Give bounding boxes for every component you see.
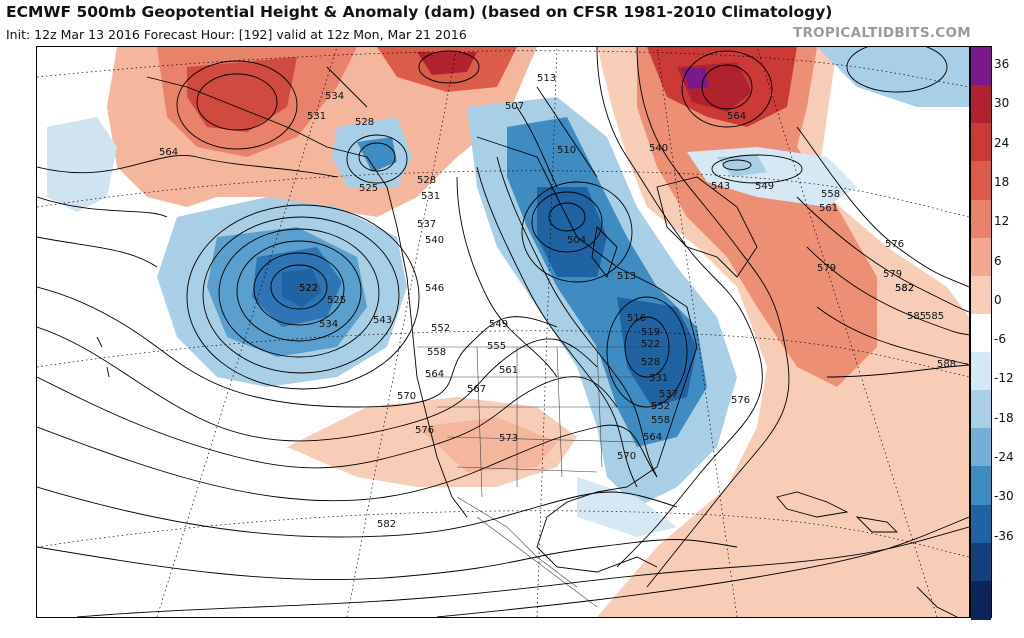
contour-label: 549 (755, 181, 774, 192)
contour-label: 576 (415, 425, 434, 436)
contour-label: 507 (505, 101, 524, 112)
height-contours (176, 47, 948, 408)
colorbar-tick-label: 36 (994, 57, 1010, 71)
contour-label: 555 (487, 341, 506, 352)
colorbar-segment (971, 580, 991, 620)
colorbar-segment (971, 275, 991, 315)
colorbar-tick-label: 18 (994, 174, 1010, 189)
forecast-info: Init: 12z Mar 13 2016 Forecast Hour: [19… (6, 27, 467, 42)
contour-label: 567 (467, 384, 486, 395)
contour-label: 576 (885, 239, 904, 250)
contour-label: 585 (925, 311, 944, 322)
contour-label: 540 (425, 235, 444, 246)
contour-label: 564 (727, 111, 746, 122)
contour-label: 516 (627, 313, 646, 324)
colorbar-segment (971, 199, 991, 239)
colorbar-segment (971, 542, 991, 582)
contour-label: 543 (373, 315, 392, 326)
brand-watermark: TROPICALTIDBITS.COM (792, 25, 971, 41)
contour-label: 537 (659, 389, 678, 400)
contour-label: 552 (431, 323, 450, 334)
contour-label: 561 (499, 365, 518, 376)
contour-label: 564 (425, 369, 444, 380)
contour-label: 525 (327, 295, 346, 306)
contour-label: 513 (537, 73, 556, 84)
colorbar-tick-label: 24 (994, 135, 1010, 150)
colorbar-ticks: 36 30 24 18 12 6 0 -6 -12 -18 -24 -30 -36 (994, 46, 1024, 618)
colorbar-tick-label: -12 (994, 371, 1014, 386)
contour-label: 522 (641, 339, 660, 350)
contour-label: 510 (557, 145, 576, 156)
contour-label: 528 (355, 117, 374, 128)
map-title: ECMWF 500mb Geopotential Height & Anomal… (6, 3, 833, 21)
contour-label: 528 (417, 175, 436, 186)
colorbar-segment (971, 237, 991, 277)
contour-label: 558 (427, 347, 446, 358)
contour-label: 534 (325, 91, 344, 102)
contour-label: 588 (937, 359, 956, 370)
contour-label: 522 (299, 283, 318, 294)
contour-label: 531 (649, 373, 668, 384)
contour-label: 585 (907, 311, 926, 322)
contour-label: 528 (641, 357, 660, 368)
contour-label: 576 (731, 395, 750, 406)
colorbar-tick-label: 0 (994, 292, 1002, 307)
contour-label: 564 (643, 432, 662, 443)
coastlines (96, 66, 958, 617)
map-header: ECMWF 500mb Geopotential Height & Anomal… (0, 0, 1024, 46)
political-borders (417, 346, 677, 608)
colorbar-tick-label: 12 (994, 214, 1010, 229)
colorbar-tick-label: -18 (994, 410, 1014, 425)
colorbar-segment (971, 428, 991, 468)
contour-label: 552 (651, 401, 670, 412)
contour-label: 579 (817, 263, 836, 274)
contour-label: 570 (617, 451, 636, 462)
contour-label: 573 (499, 433, 518, 444)
colorbar-tick-label: -24 (994, 450, 1014, 464)
contour-label: 570 (397, 391, 416, 402)
anomaly-colorbar (970, 46, 992, 620)
colorbar-segment (971, 504, 991, 544)
contour-label: 579 (883, 269, 902, 280)
colorbar-segment (971, 390, 991, 430)
contour-label: 558 (821, 189, 840, 200)
colorbar-tick-label: -30 (994, 489, 1014, 504)
contour-label: 525 (359, 183, 378, 194)
colorbar-tick-label: -36 (994, 528, 1014, 543)
contour-label: 561 (819, 203, 838, 214)
contour-label: 513 (617, 271, 636, 282)
contour-label: 543 (711, 181, 730, 192)
colorbar-segment (971, 123, 991, 163)
negative-anomaly-areas (47, 47, 969, 537)
contour-label: 531 (421, 191, 440, 202)
colorbar-segment (971, 466, 991, 506)
contour-label: 582 (895, 283, 914, 294)
contour-label: 564 (159, 147, 178, 158)
height-contours-zonal (37, 47, 969, 617)
contour-label: 522 (299, 283, 318, 294)
graticule (37, 47, 969, 617)
contour-label: 582 (895, 283, 914, 294)
contour-labels: 534 531 528 564 525 522 528 531 537 540 522 525 534 5… (159, 73, 956, 530)
colorbar-segment (971, 47, 991, 87)
colorbar-segment (971, 313, 991, 354)
contour-label: 504 (567, 235, 586, 246)
contour-label: 546 (425, 283, 444, 294)
contour-label: 582 (377, 519, 396, 530)
colorbar-tick-label: 30 (994, 96, 1010, 111)
contour-label: 531 (307, 111, 326, 122)
anomaly-map: 534 531 528 564 525 522 528 531 537 540 522 525 534 5… (36, 46, 970, 618)
contour-label: 519 (641, 327, 660, 338)
colorbar-tick-label: 6 (994, 253, 1002, 268)
contour-label: 534 (319, 319, 338, 330)
positive-anomaly-areas (107, 47, 969, 617)
colorbar-segment (971, 85, 991, 125)
contour-label: 537 (417, 219, 436, 230)
colorbar-segment (971, 161, 991, 201)
colorbar-tick-label: -6 (994, 332, 1006, 347)
contour-label: 540 (649, 143, 668, 154)
colorbar-segment (971, 352, 991, 392)
contour-label: 549 (489, 319, 508, 330)
contour-label: 558 (651, 415, 670, 426)
